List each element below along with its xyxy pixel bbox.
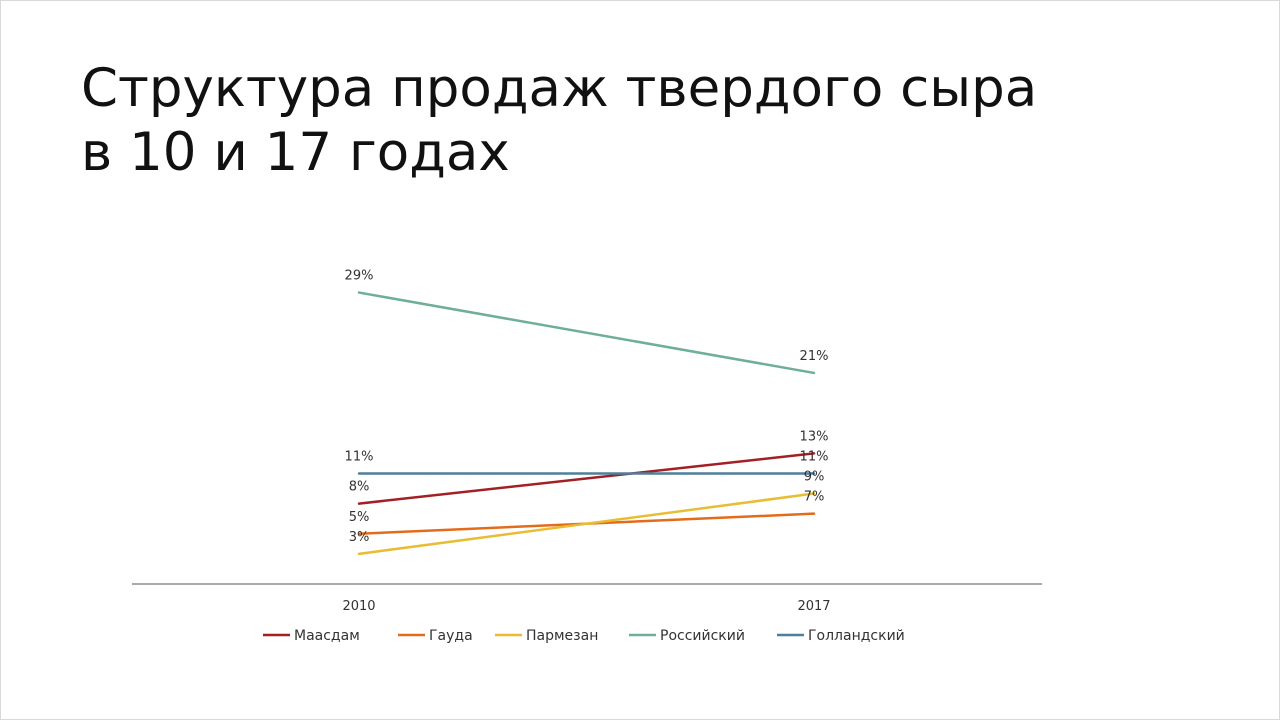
legend-label-4: Голландский xyxy=(808,628,905,644)
legend-label-3: Российский xyxy=(660,628,745,644)
data-label-3-1: 21% xyxy=(800,349,829,364)
data-label-2-1: 9% xyxy=(804,470,825,485)
legend-label-1: Гауда xyxy=(429,628,473,644)
data-label-0-1: 13% xyxy=(800,429,829,444)
legend-label-2: Пармезан xyxy=(526,628,598,644)
series-line-3 xyxy=(357,291,816,375)
slide-title: Структура продаж твердого сыра в 10 и 17… xyxy=(81,57,1081,185)
data-label-3-0: 29% xyxy=(345,269,374,284)
x-tick-label-2017: 2017 xyxy=(797,599,830,614)
data-label-1-0: 5% xyxy=(349,510,370,525)
data-label-2-0: 3% xyxy=(349,530,370,545)
data-label-4-1: 11% xyxy=(800,449,829,464)
series-line-0 xyxy=(357,452,816,505)
data-label-4-0: 11% xyxy=(345,449,374,464)
series-line-2 xyxy=(357,492,816,556)
title-line-1: Структура продаж твердого сыра xyxy=(81,58,1038,119)
title-line-2: в 10 и 17 годах xyxy=(81,122,510,183)
legend-label-0: Маасдам xyxy=(294,628,360,644)
data-label-0-0: 8% xyxy=(349,480,370,495)
data-label-1-1: 7% xyxy=(804,490,825,505)
x-tick-label-2010: 2010 xyxy=(342,599,375,614)
